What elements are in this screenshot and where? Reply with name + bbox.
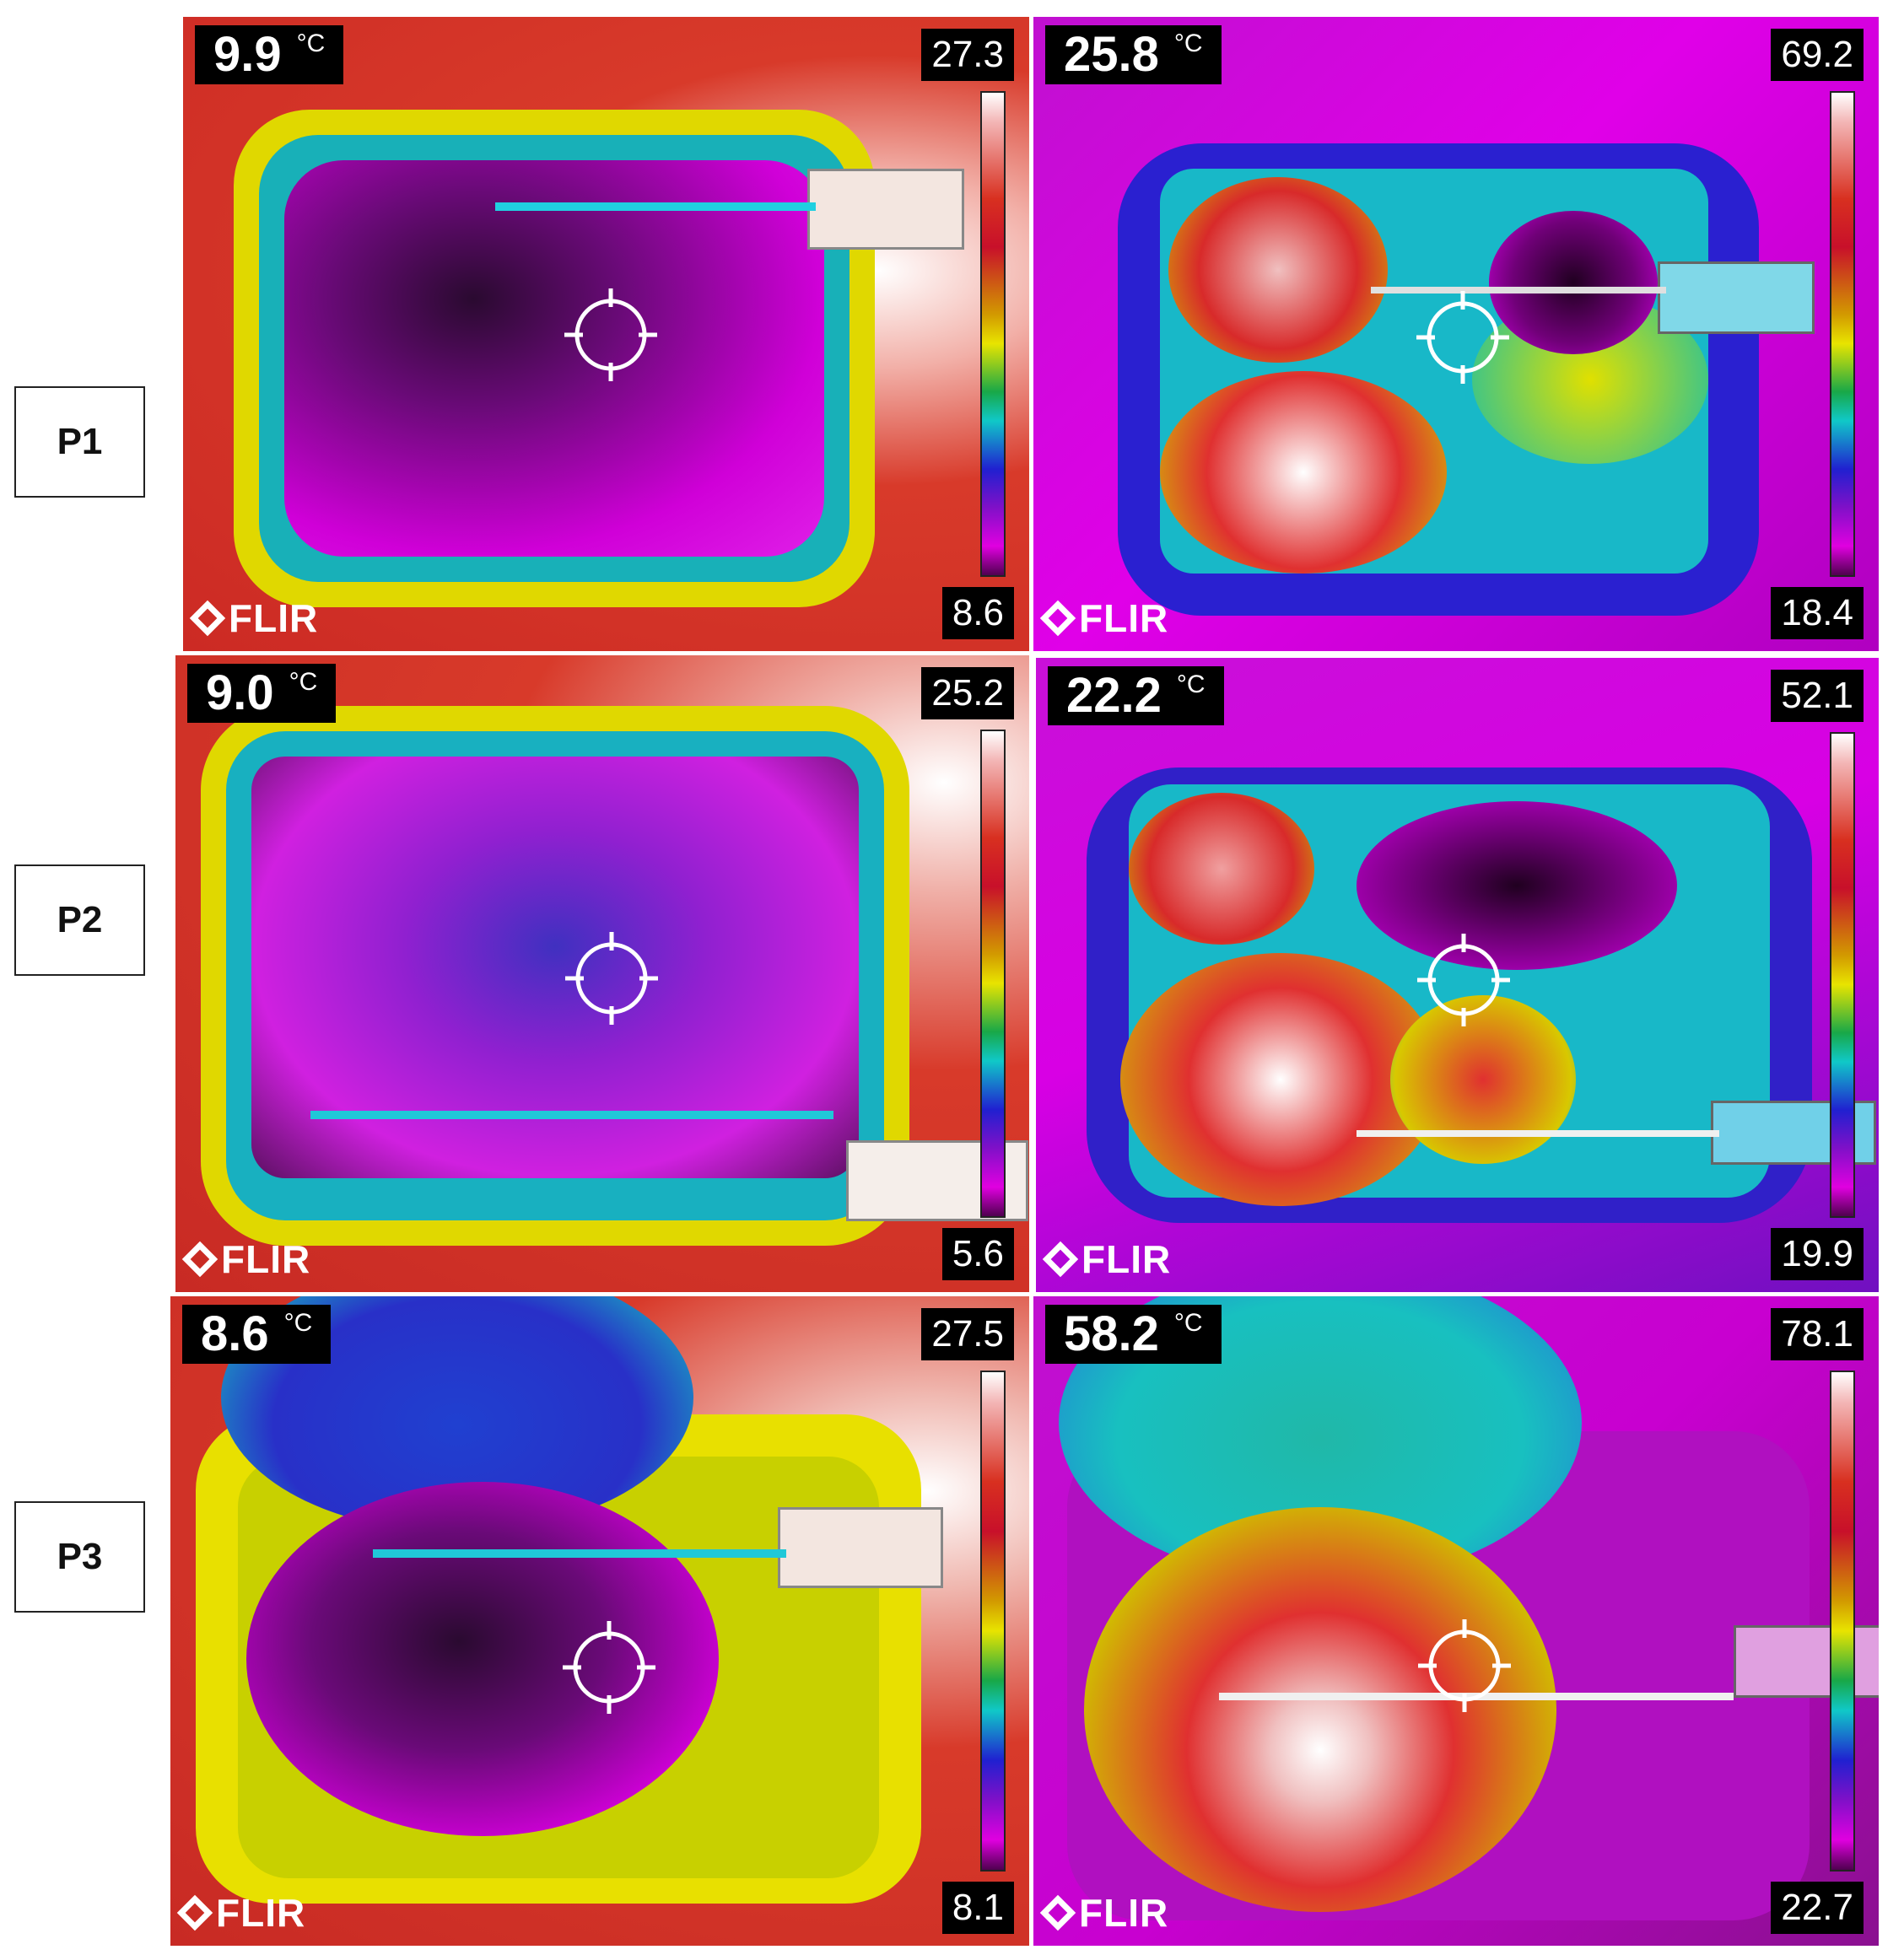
flir-logo-icon — [181, 1241, 218, 1278]
spot-temperature: 58.2 — [1064, 1306, 1159, 1361]
scale-max-value: 78.1 — [1771, 1308, 1864, 1360]
color-scale-bar — [1830, 91, 1855, 577]
row-label-text: P3 — [57, 1536, 103, 1577]
scale-max-value: 27.3 — [921, 29, 1014, 81]
spot-temperature: 22.2 — [1066, 668, 1162, 723]
scale-min-value: 19.9 — [1771, 1228, 1864, 1280]
probe-thermometer — [1734, 1625, 1879, 1698]
thermal-panel-p1-heated: 25.8 °C 69.2 18.4 FLIR — [1033, 17, 1879, 651]
crosshair-icon — [564, 288, 657, 381]
scale-max-value: 25.2 — [921, 667, 1014, 719]
probe-rod — [495, 202, 816, 211]
temperature-unit: °C — [1173, 1309, 1203, 1337]
flir-logo-icon — [176, 1894, 213, 1931]
spot-reading: 25.8 °C — [1045, 25, 1222, 84]
flir-logo-icon — [1042, 1241, 1079, 1278]
flir-logo: FLIR — [1039, 1891, 1169, 1935]
flir-logo-icon — [1039, 1894, 1076, 1931]
scale-min-value: 5.6 — [941, 1228, 1014, 1280]
flir-logo: FLIR — [189, 596, 319, 640]
thermal-panel-p2-heated: 22.2 °C 52.1 19.9 FLIR — [1036, 658, 1879, 1292]
crosshair-icon — [563, 1621, 655, 1714]
color-scale-bar — [980, 91, 1006, 577]
thermal-panel-p3-heated: 58.2 °C 78.1 22.7 FLIR — [1033, 1296, 1879, 1946]
row-label-p3: P3 — [14, 1501, 145, 1613]
spot-reading: 8.6 °C — [182, 1305, 332, 1364]
brand-text: FLIR — [1081, 1237, 1172, 1281]
flir-logo: FLIR — [1042, 1237, 1172, 1281]
temperature-unit: °C — [296, 30, 326, 57]
thermal-panel-p3-cold: 8.6 °C 27.5 8.1 FLIR — [170, 1296, 1029, 1946]
scale-max-value: 27.5 — [921, 1308, 1014, 1360]
cold-spot — [1357, 801, 1677, 970]
brand-text: FLIR — [1079, 596, 1169, 640]
temperature-unit: °C — [1176, 671, 1206, 698]
probe-rod — [310, 1111, 833, 1119]
probe-thermometer — [778, 1507, 943, 1588]
row-label-p1: P1 — [14, 386, 145, 498]
spot-temperature: 25.8 — [1064, 27, 1159, 82]
scale-max-value: 52.1 — [1771, 670, 1864, 722]
hot-spot — [1129, 793, 1314, 945]
bread-bun-bottom — [1084, 1507, 1556, 1912]
probe-rod — [1371, 287, 1666, 294]
hot-spot — [1160, 371, 1447, 574]
row-label-text: P2 — [57, 899, 103, 940]
scale-min-value: 8.6 — [941, 587, 1014, 639]
brand-text: FLIR — [1079, 1891, 1169, 1935]
spot-reading: 58.2 °C — [1045, 1305, 1222, 1364]
row-label-p2: P2 — [14, 864, 145, 976]
probe-thermometer — [1658, 261, 1815, 334]
color-scale-bar — [1830, 732, 1855, 1218]
hot-spot — [1168, 177, 1388, 363]
flir-logo: FLIR — [181, 1237, 311, 1281]
color-scale-bar — [980, 730, 1006, 1218]
brand-text: FLIR — [221, 1237, 311, 1281]
cold-spot — [1489, 211, 1658, 354]
row-label-text: P1 — [57, 421, 103, 462]
probe-rod — [1357, 1130, 1719, 1137]
crosshair-icon — [1416, 291, 1509, 384]
color-scale-bar — [1830, 1371, 1855, 1872]
food-surface — [251, 757, 859, 1178]
color-scale-bar — [980, 1371, 1006, 1872]
flir-logo-icon — [1039, 600, 1076, 637]
probe-rod — [373, 1549, 786, 1558]
scale-min-value: 22.7 — [1771, 1882, 1864, 1934]
spot-temperature: 9.9 — [213, 27, 282, 82]
thermal-panel-p2-cold: 9.0 °C 25.2 5.6 FLIR — [175, 655, 1029, 1292]
brand-text: FLIR — [216, 1891, 306, 1935]
temperature-unit: °C — [283, 1309, 313, 1337]
spot-reading: 22.2 °C — [1048, 666, 1224, 725]
thermal-panel-p1-cold: 9.9 °C 27.3 8.6 FLIR — [183, 17, 1029, 651]
scale-min-value: 18.4 — [1771, 587, 1864, 639]
crosshair-icon — [1417, 934, 1510, 1026]
flir-logo: FLIR — [1039, 596, 1169, 640]
spot-temperature: 9.0 — [206, 665, 274, 720]
hot-spot — [1120, 953, 1441, 1206]
flir-logo: FLIR — [176, 1891, 306, 1935]
scale-max-value: 69.2 — [1771, 29, 1864, 81]
temperature-unit: °C — [1173, 30, 1203, 57]
crosshair-icon — [565, 932, 658, 1025]
crosshair-icon — [1418, 1619, 1511, 1712]
food-surface — [284, 160, 824, 557]
spot-reading: 9.9 °C — [195, 25, 344, 84]
spot-reading: 9.0 °C — [187, 664, 337, 723]
probe-thermometer — [807, 169, 964, 250]
brand-text: FLIR — [229, 596, 319, 640]
spot-temperature: 8.6 — [201, 1306, 269, 1361]
flir-logo-icon — [189, 600, 226, 637]
scale-min-value: 8.1 — [941, 1882, 1014, 1934]
temperature-unit: °C — [289, 668, 318, 696]
